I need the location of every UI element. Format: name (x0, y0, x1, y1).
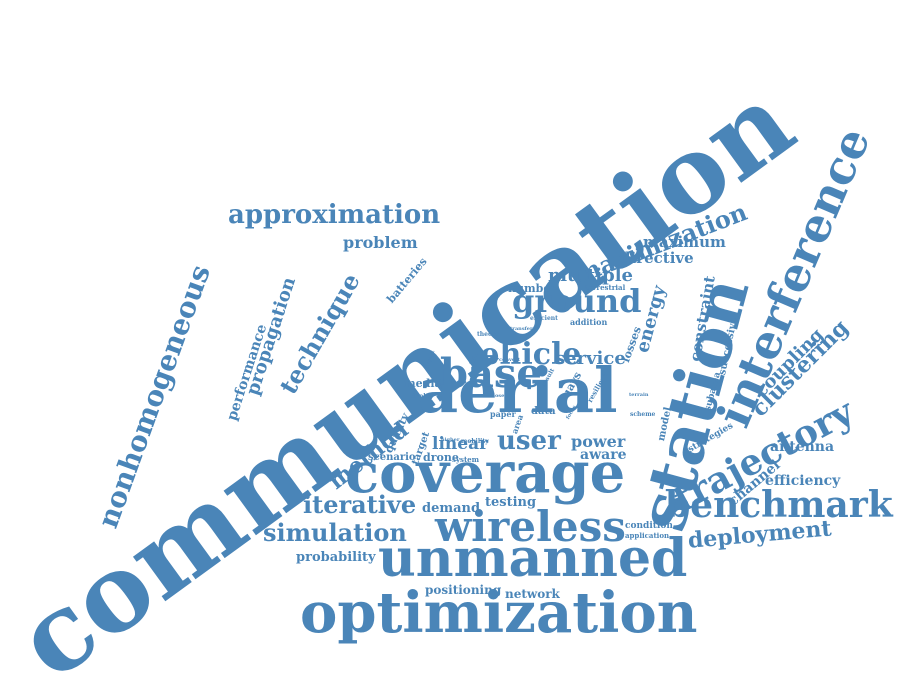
word-data: data (531, 406, 556, 417)
word-mobility: mobility (461, 438, 489, 445)
word-deploy: deploy (411, 393, 433, 400)
word-paper: paper (490, 409, 516, 419)
word-drone: drone (423, 451, 459, 464)
word-efficient: efficient (530, 315, 558, 322)
word-media: media (404, 377, 442, 390)
word-optimization: optimization (300, 580, 698, 646)
word-system: system (452, 455, 480, 464)
word-transfer: transfer (510, 326, 533, 332)
word-wireless: wireless (435, 502, 626, 551)
word-terrain: terrain (629, 392, 649, 398)
word-problem: problem (343, 233, 418, 252)
word-coverage: coverage (345, 440, 626, 506)
word-condition: condition (625, 521, 673, 531)
word-power: power (571, 432, 626, 451)
word-positioning: positioning (425, 583, 502, 597)
word-antenna: antenna (770, 439, 835, 455)
word-application: application (625, 531, 670, 540)
word-testing: testing (485, 495, 537, 510)
word-ground: ground (512, 282, 642, 320)
word-aerial: aerial (418, 354, 618, 427)
word-demand: demand (422, 501, 481, 516)
word-network: network (505, 587, 560, 601)
word-close: close (490, 393, 505, 399)
word-vehicle: vehicle (463, 337, 582, 372)
word-scheme: scheme (630, 411, 656, 418)
word-multiple: multiple (548, 265, 633, 286)
word-user: user (497, 426, 561, 456)
word-service: service (555, 348, 626, 369)
word-scenario: scenario (368, 452, 416, 463)
word-simulation: simulation (263, 518, 407, 547)
word-approximation: approximation (228, 200, 441, 230)
word-unmanned: unmanned (378, 528, 688, 589)
word-theory: theory (477, 331, 499, 338)
word-benchmark: benchmark (665, 484, 893, 526)
word-terrestrial: terrestrial (585, 283, 626, 292)
word-convert: convert (499, 357, 521, 363)
word-efficiency: efficiency (765, 473, 841, 489)
word-aware: aware (580, 447, 627, 463)
word-directive: directive (620, 249, 694, 267)
word-maximum: maximum (643, 233, 726, 251)
word-addition: addition (570, 317, 608, 327)
word-number: number (508, 282, 557, 295)
word-base: base (440, 350, 542, 397)
word-higher: higher (441, 437, 460, 443)
word-iterative: iterative (303, 490, 417, 519)
word-linear: linear (432, 434, 489, 454)
word-probability: probability (296, 550, 376, 565)
